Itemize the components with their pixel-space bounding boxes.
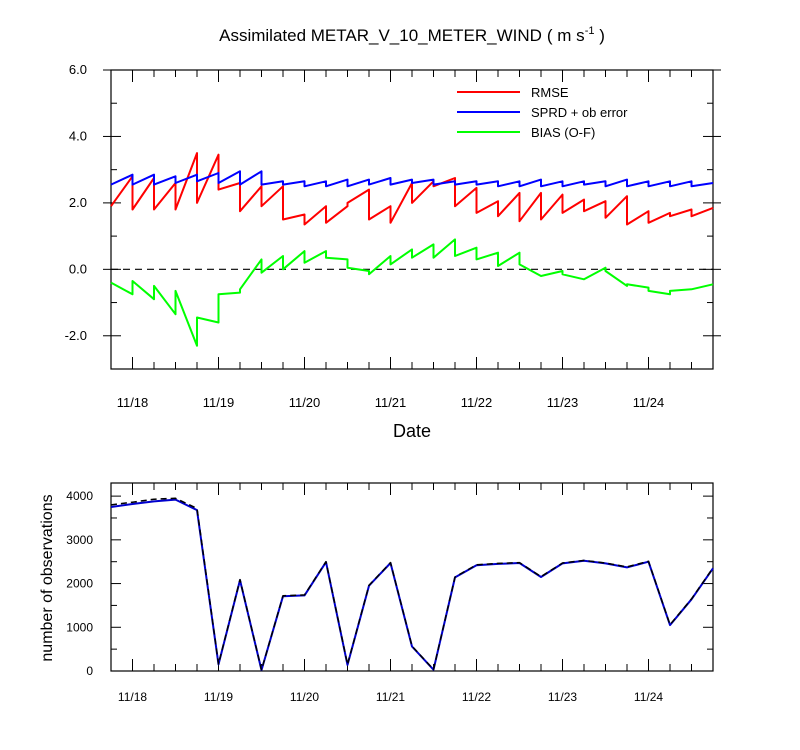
chart-title: Assimilated METAR_V_10_METER_WIND ( m s-1… — [219, 25, 605, 45]
legend-label: RMSE — [531, 85, 569, 100]
x-axis-label: Date — [393, 421, 431, 441]
bias-o-f-line — [110, 238, 714, 347]
x-tick-label: 11/19 — [204, 690, 233, 704]
y-axis-label-bottom: number of observations — [39, 494, 56, 661]
legend: RMSE SPRD + ob error BIAS (O-F) — [457, 85, 628, 140]
solid-line — [110, 498, 714, 672]
y-tick-label: 4000 — [66, 489, 93, 503]
x-tick-label: 11/24 — [633, 395, 665, 410]
bottom-series-group — [110, 497, 714, 672]
y-tick-label: 4.0 — [69, 128, 87, 143]
y-tick-label: 2000 — [66, 577, 93, 591]
y-tick-label: -2.0 — [65, 328, 87, 343]
rmse-panel: 11/18 11/19 11/20 11/21 11/22 11/23 11/24 6.0 4.… — [65, 62, 721, 410]
x-tick-label: 11/20 — [290, 690, 319, 704]
chart-title-units: ( m s — [547, 26, 585, 45]
x-tick-label: 11/21 — [376, 690, 405, 704]
sprd-ob-error-line — [110, 170, 714, 188]
legend-label: BIAS (O-F) — [531, 125, 595, 140]
y-tick-label: 6.0 — [69, 62, 87, 77]
y-tick-label: 3000 — [66, 533, 93, 547]
legend-label: SPRD + ob error — [531, 105, 628, 120]
chart-title-units-exp: -1 — [585, 25, 595, 37]
x-tick-label: 11/18 — [117, 395, 149, 410]
rmse-line — [110, 152, 714, 226]
y-tick-label: 2.0 — [69, 195, 87, 210]
x-tick-label: 11/22 — [461, 395, 493, 410]
dashed-line — [110, 497, 714, 671]
chart-title-units-end: ) — [594, 26, 604, 45]
x-tick-label: 11/23 — [548, 690, 577, 704]
observations-panel: 11/18 11/19 11/20 11/21 11/22 11/23 11/24 0 1000… — [66, 482, 714, 704]
y-tick-label: 0.0 — [69, 261, 87, 276]
top-axes: 11/18 11/19 11/20 11/21 11/22 11/23 11/24 6.0 4.… — [65, 62, 721, 410]
x-tick-label: 11/18 — [118, 690, 147, 704]
x-tick-label: 11/23 — [547, 395, 579, 410]
y-tick-label: 1000 — [66, 620, 93, 634]
y-tick-label: 0 — [86, 664, 93, 678]
chart-title-main: Assimilated METAR_V_10_METER_WIND — [219, 26, 542, 45]
x-tick-label: 11/21 — [375, 395, 407, 410]
x-tick-label: 11/22 — [462, 690, 491, 704]
top-series-group — [110, 152, 714, 347]
bottom-axes: 11/18 11/19 11/20 11/21 11/22 11/23 11/24 0 1000… — [66, 482, 714, 704]
x-tick-label: 11/24 — [634, 690, 663, 704]
x-tick-label: 11/20 — [289, 395, 321, 410]
x-tick-label: 11/19 — [203, 395, 235, 410]
